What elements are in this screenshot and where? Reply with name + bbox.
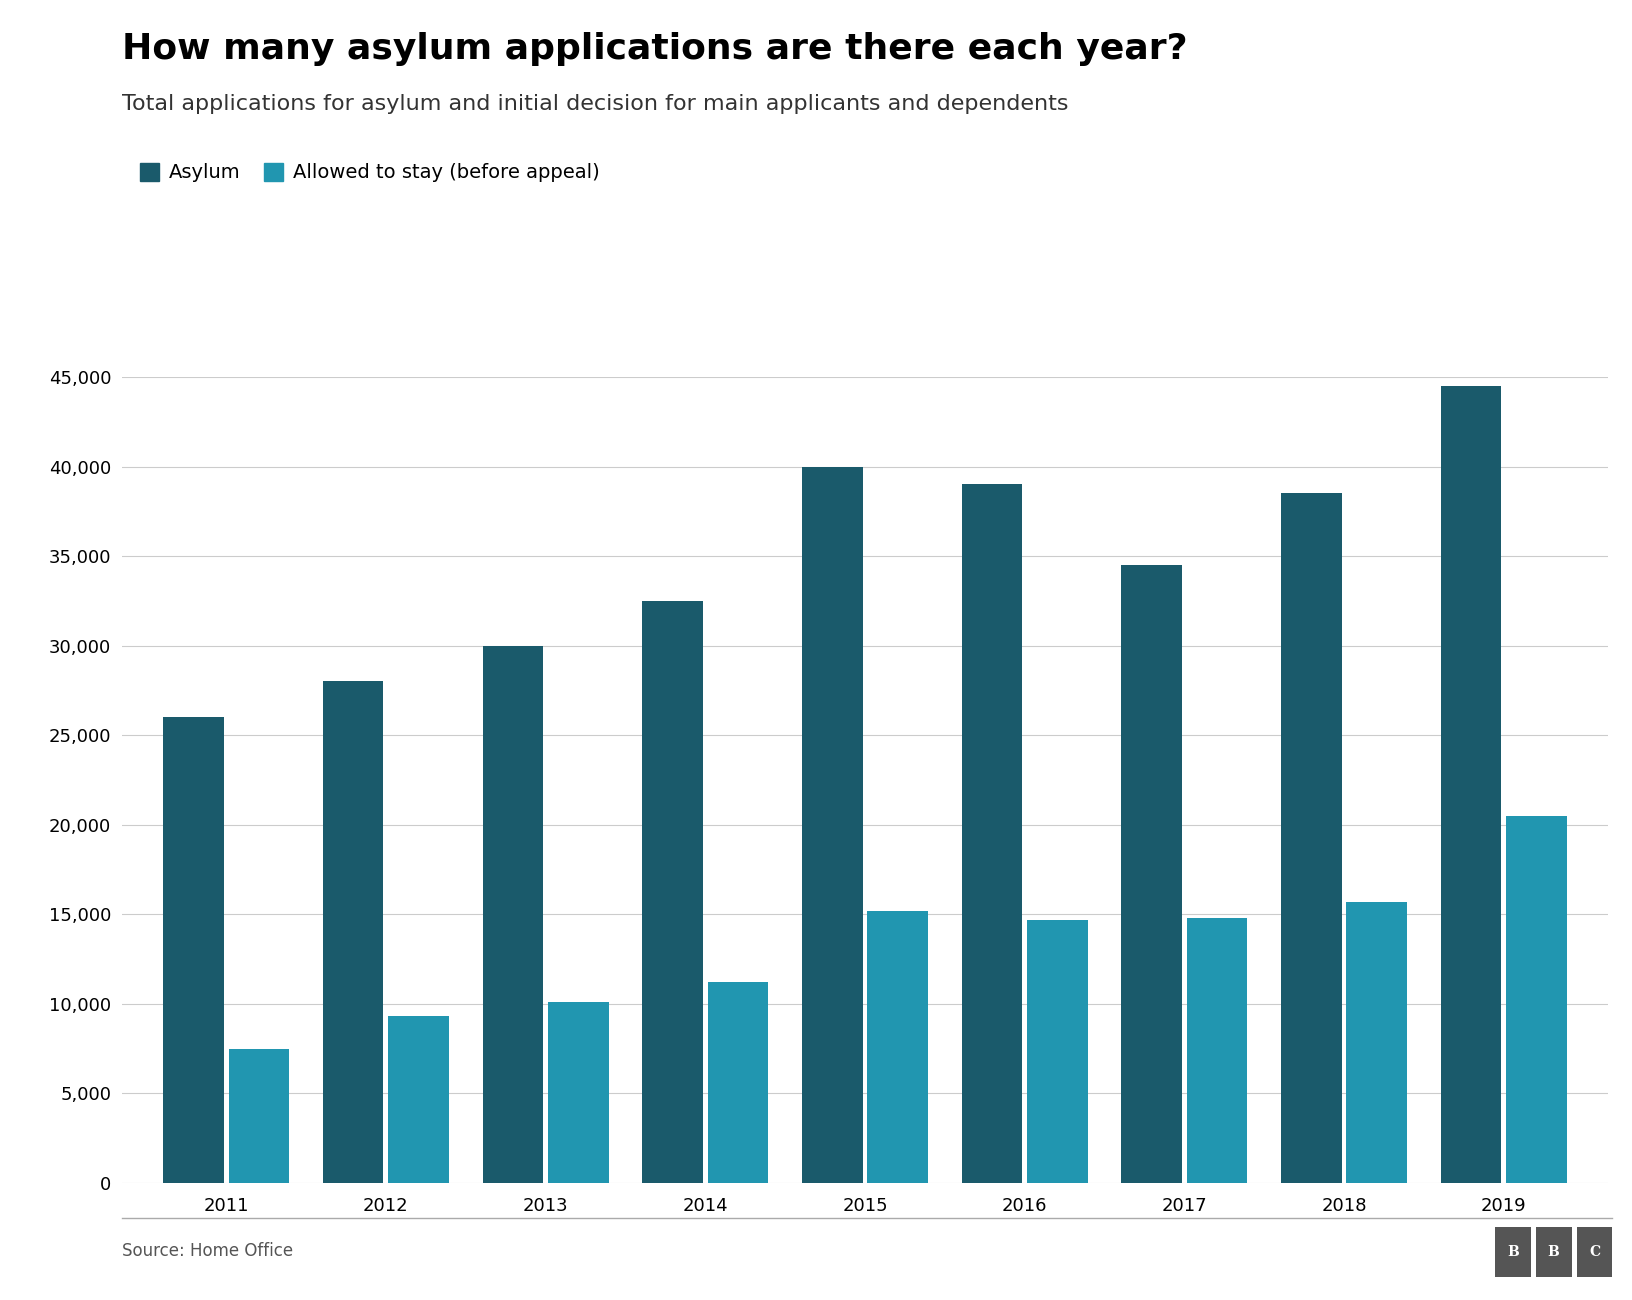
Text: Source: Home Office: Source: Home Office: [122, 1242, 294, 1260]
Text: Total applications for asylum and initial decision for main applicants and depen: Total applications for asylum and initia…: [122, 94, 1069, 113]
Bar: [1506, 816, 1567, 1183]
Bar: [867, 911, 929, 1183]
Bar: [1346, 902, 1407, 1183]
Bar: [801, 467, 863, 1183]
Bar: [1186, 918, 1247, 1183]
Bar: [483, 646, 543, 1183]
Bar: [641, 601, 703, 1183]
Bar: [708, 983, 769, 1183]
Legend: Asylum, Allowed to stay (before appeal): Asylum, Allowed to stay (before appeal): [132, 155, 607, 190]
Bar: [548, 1002, 609, 1183]
Bar: [323, 681, 384, 1183]
Bar: [1121, 566, 1182, 1183]
Bar: [163, 718, 224, 1183]
Bar: [388, 1017, 449, 1183]
Bar: [1441, 386, 1501, 1183]
Text: B: B: [1506, 1245, 1519, 1258]
Bar: [1027, 919, 1087, 1183]
Bar: [228, 1049, 289, 1183]
Bar: [961, 485, 1022, 1183]
Text: B: B: [1547, 1245, 1560, 1258]
Text: How many asylum applications are there each year?: How many asylum applications are there e…: [122, 32, 1188, 66]
Text: C: C: [1590, 1245, 1599, 1258]
Bar: [1281, 494, 1342, 1183]
